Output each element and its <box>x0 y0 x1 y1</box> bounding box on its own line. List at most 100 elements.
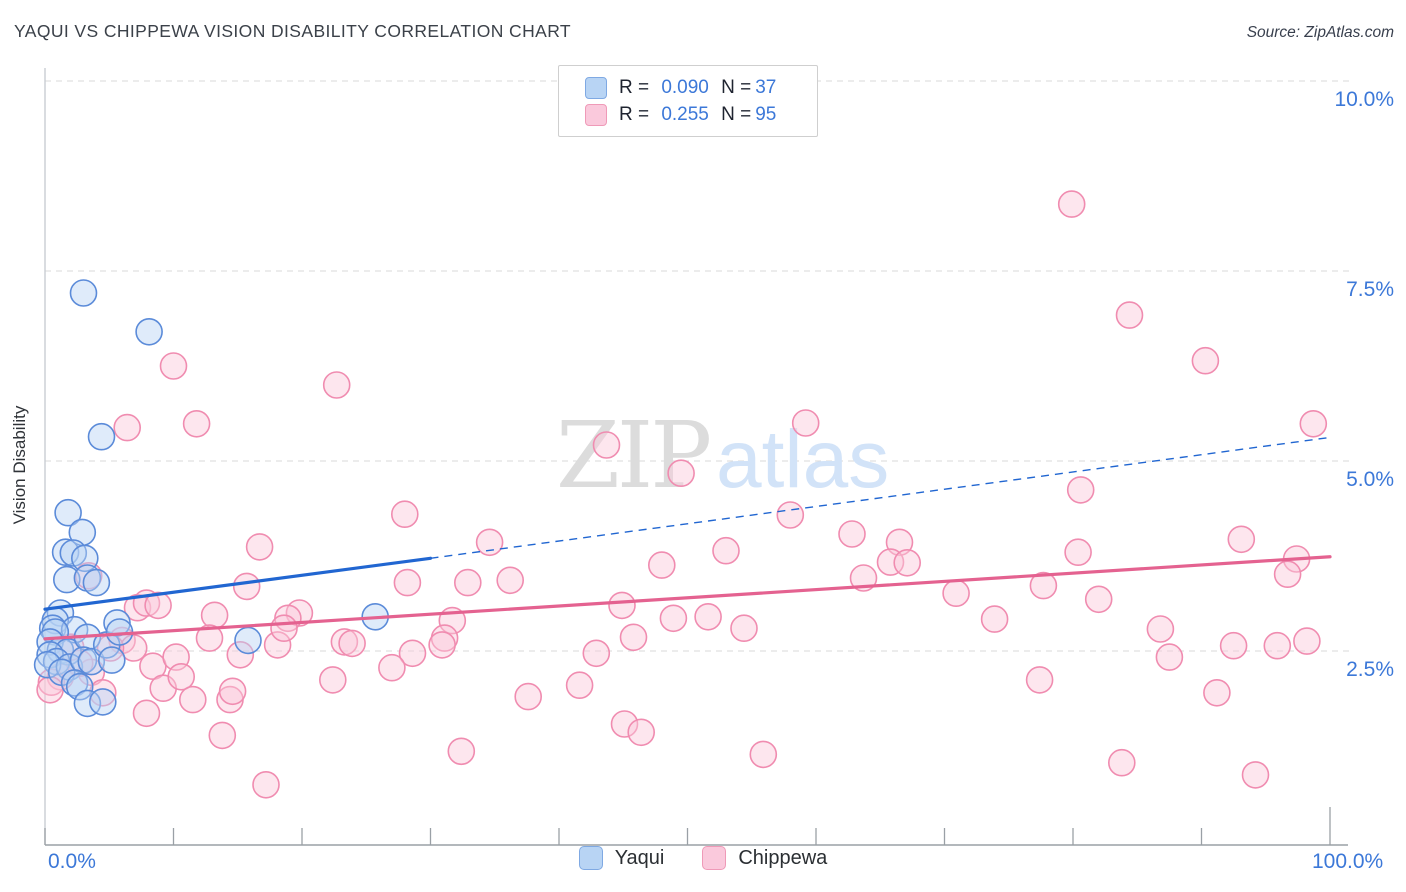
watermark-zip: ZIP <box>556 402 709 509</box>
y-tick-label: 10.0% <box>1334 88 1394 111</box>
x-axis-max-label: 100.0% <box>1312 850 1384 873</box>
r-label: R = <box>619 103 650 125</box>
data-point-chippewa <box>232 572 261 601</box>
data-point-chippewa <box>218 677 247 706</box>
y-axis-title: Vision Disability <box>10 405 29 525</box>
data-point-chippewa <box>475 528 504 557</box>
data-point-chippewa <box>659 604 688 633</box>
data-point-yaqui <box>82 568 111 597</box>
data-point-chippewa <box>208 721 237 750</box>
data-point-chippewa <box>195 624 224 652</box>
data-point-chippewa <box>252 770 280 799</box>
y-tick-label: 7.5% <box>1346 278 1394 301</box>
trend-line-extension-yaqui <box>430 436 1331 559</box>
data-point-chippewa <box>318 666 347 694</box>
data-point-chippewa <box>132 699 161 728</box>
data-point-chippewa <box>330 628 359 656</box>
data-point-chippewa <box>159 352 188 380</box>
data-point-chippewa <box>1066 476 1095 504</box>
data-point-chippewa <box>453 568 482 597</box>
n-label: N = <box>721 76 752 98</box>
data-point-chippewa <box>627 718 656 747</box>
data-point-chippewa <box>565 671 594 700</box>
data-point-yaqui <box>73 689 102 718</box>
data-point-chippewa <box>592 431 621 459</box>
data-point-chippewa <box>1219 631 1248 660</box>
data-point-chippewa <box>1263 631 1292 660</box>
data-point-chippewa <box>37 668 66 697</box>
data-point-chippewa <box>610 710 639 738</box>
y-tick-label: 2.5% <box>1346 658 1394 681</box>
legend-label-chippewa: Chippewa <box>738 846 828 869</box>
data-point-chippewa <box>514 682 543 711</box>
data-point-yaqui <box>65 672 94 701</box>
legend-item-chippewa[interactable]: Chippewa <box>702 846 827 870</box>
trend-line-chippewa <box>43 555 1332 641</box>
data-point-chippewa <box>1241 761 1270 789</box>
data-point-yaqui <box>33 650 62 679</box>
r-value-chippewa: 0.255 <box>661 103 709 125</box>
data-point-yaqui <box>60 669 89 697</box>
data-point-chippewa <box>200 601 229 630</box>
data-point-chippewa <box>428 631 456 659</box>
data-point-chippewa <box>838 520 866 548</box>
watermark-atlas: atlas <box>716 414 889 505</box>
data-point-chippewa <box>1191 346 1220 375</box>
data-point-chippewa <box>1064 538 1092 567</box>
data-point-chippewa <box>749 740 778 769</box>
trend-line-yaqui <box>43 556 433 611</box>
data-point-chippewa <box>1299 409 1328 438</box>
legend-row-yaqui: R = 0.090 N = 37 <box>585 74 817 101</box>
data-point-chippewa <box>1293 627 1321 655</box>
data-point-chippewa <box>447 737 476 766</box>
data-point-chippewa <box>1084 585 1113 614</box>
data-point-chippewa <box>980 605 1009 633</box>
data-point-chippewa <box>263 631 292 659</box>
data-point-chippewa <box>667 459 695 488</box>
data-point-yaqui <box>89 688 117 716</box>
data-point-chippewa <box>226 640 255 669</box>
data-point-chippewa <box>390 500 419 529</box>
data-point-chippewa <box>893 548 922 577</box>
data-point-chippewa <box>1115 301 1144 329</box>
data-point-chippewa <box>776 501 805 529</box>
n-label: N = <box>721 103 752 125</box>
r-label: R = <box>619 76 650 98</box>
data-point-chippewa <box>1155 643 1184 671</box>
data-point-chippewa <box>647 551 676 579</box>
data-point-chippewa <box>791 409 820 437</box>
data-point-chippewa <box>182 409 211 438</box>
data-point-chippewa <box>1227 525 1256 554</box>
data-point-yaqui <box>234 626 262 655</box>
data-point-chippewa <box>144 591 172 620</box>
legend-row-chippewa: R = 0.255 N = 95 <box>585 101 817 128</box>
data-point-yaqui <box>69 279 98 307</box>
data-point-chippewa <box>496 566 525 595</box>
data-point-chippewa <box>582 639 611 668</box>
data-point-chippewa <box>1029 571 1058 600</box>
data-point-chippewa <box>245 533 274 561</box>
data-point-chippewa <box>1203 678 1231 707</box>
data-point-chippewa <box>338 629 366 658</box>
data-point-chippewa <box>378 653 406 682</box>
yaqui-swatch-icon <box>585 76 607 99</box>
data-point-chippewa <box>393 568 422 597</box>
data-point-yaqui <box>98 646 126 674</box>
data-point-yaqui <box>135 317 163 346</box>
legend-item-yaqui[interactable]: Yaqui <box>578 846 664 870</box>
page-title: YAQUI VS CHIPPEWA VISION DISABILITY CORR… <box>14 21 572 41</box>
n-value-chippewa: 95 <box>755 103 777 125</box>
data-point-yaqui <box>53 565 81 594</box>
correlation-legend: R = 0.090 N = 37 R = 0.255 N = 95 <box>558 65 818 137</box>
data-point-chippewa <box>608 591 636 620</box>
series-legend: Yaqui Chippewa <box>0 846 1406 870</box>
data-point-chippewa <box>1108 748 1136 777</box>
data-point-yaqui <box>87 422 116 451</box>
data-point-chippewa <box>1025 666 1054 694</box>
data-point-chippewa <box>270 614 298 643</box>
data-point-chippewa <box>694 602 722 631</box>
chippewa-swatch-icon <box>585 103 607 126</box>
chippewa-swatch-icon <box>702 846 727 870</box>
data-point-chippewa <box>712 536 740 565</box>
data-point-chippewa <box>1146 615 1175 643</box>
